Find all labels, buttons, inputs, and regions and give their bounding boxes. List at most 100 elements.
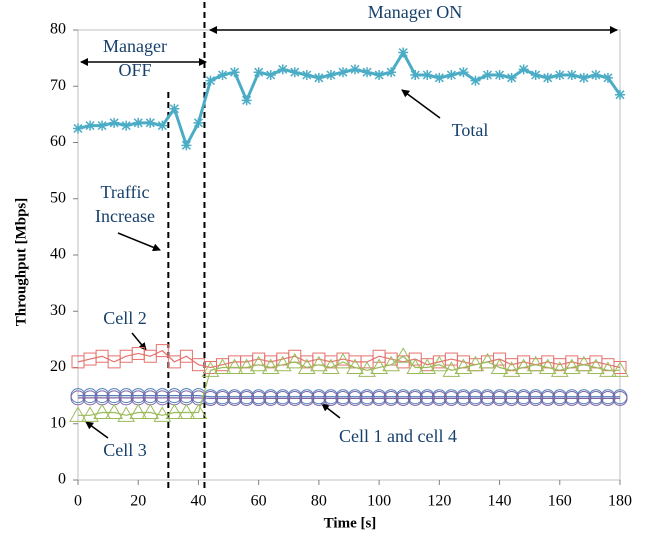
x-tick-label: 100 [367,493,391,510]
marker [526,355,545,372]
marker [564,390,580,406]
marker [181,140,192,151]
marker [490,358,509,374]
marker [562,358,581,374]
marker [406,358,425,374]
marker [297,358,316,374]
marker [299,390,315,406]
marker [285,352,304,369]
marker [289,67,300,78]
marker [334,352,352,369]
marker [241,95,252,106]
marker [600,390,616,406]
marker [251,390,267,406]
marker [386,67,397,78]
marker [261,358,280,374]
marker [265,70,276,80]
marker [506,72,517,83]
arrow [117,232,161,252]
marker [446,70,457,80]
y-tick-label: 10 [50,414,66,431]
marker [157,120,168,131]
marker [202,390,218,406]
marker [599,361,617,377]
marker [253,67,264,78]
marker [431,390,447,406]
arrow [85,421,109,439]
marker [193,117,204,128]
marker [359,390,375,406]
marker [362,67,373,78]
y-tick-label: 20 [50,358,66,375]
marker [169,103,180,114]
y-tick-label: 0 [58,471,66,488]
marker [133,117,144,128]
marker [611,361,629,377]
marker [105,403,123,419]
marker [494,70,505,80]
marker [189,403,208,419]
y-tick-label: 30 [50,302,66,319]
marker [518,64,529,75]
marker [370,358,388,374]
marker [73,123,83,134]
x-tick-label: 40 [190,493,206,510]
arrows [80,26,618,439]
marker [141,403,160,419]
marker [129,403,148,419]
marker [325,70,336,80]
marker [442,361,461,377]
x-tick-label: 20 [130,493,146,510]
marker [443,390,459,406]
marker [504,390,520,406]
y-tick-label: 80 [50,21,66,38]
y-tick-label: 40 [50,246,66,263]
arrow [321,403,341,419]
marker [93,403,111,419]
marker [398,47,409,58]
marker [395,390,411,406]
series-line [77,49,622,150]
marker [213,358,232,374]
annotation: Traffic [101,182,150,202]
series-line [78,397,620,400]
x-tick-label: 120 [427,493,451,510]
marker [418,358,437,374]
y-tick-label: 60 [50,133,66,150]
marker [478,352,497,369]
marker [249,355,268,372]
marker [458,67,469,78]
marker [313,72,324,83]
marker [430,355,449,372]
marker [155,344,169,358]
marker [97,120,108,131]
marker [237,358,256,374]
marker [311,390,327,406]
marker [346,358,364,374]
marker [85,120,96,131]
marker [383,390,399,406]
marker [514,358,533,374]
annotation: Cell 1 and cell 4 [339,426,457,446]
marker [347,390,363,406]
marker [229,67,240,78]
marker [587,358,605,374]
marker [215,390,231,406]
marker [154,390,170,406]
marker [145,117,156,128]
marker [70,390,86,406]
marker [273,355,292,372]
marker [492,390,508,406]
marker [109,117,120,128]
marker [455,390,471,406]
marker [117,406,136,422]
marker [323,390,339,406]
marker [554,70,565,80]
marker [576,390,592,406]
marker [301,70,312,80]
marker [466,355,485,372]
marker [322,358,340,374]
marker [612,390,628,406]
x-axis-title: Time [s] [324,515,377,531]
